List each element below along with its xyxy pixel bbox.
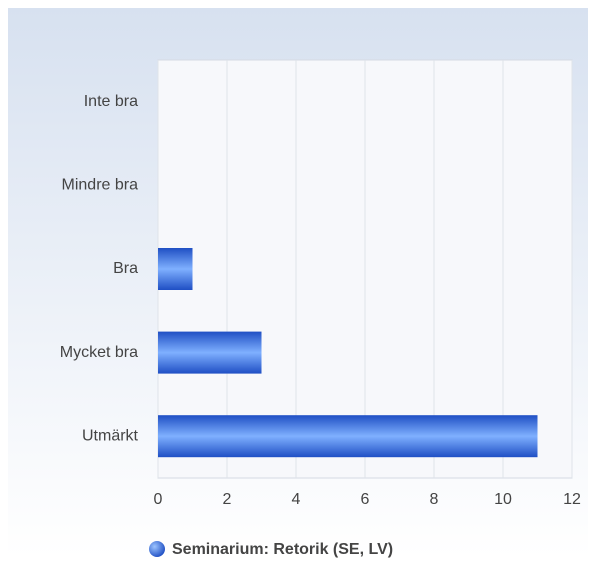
x-tick-label: 8	[430, 491, 439, 508]
x-tick-label: 0	[154, 491, 163, 508]
x-tick-label: 12	[563, 491, 581, 508]
bar	[158, 331, 262, 374]
y-tick-label: Mycket bra	[60, 344, 138, 361]
x-tick-label: 2	[223, 491, 232, 508]
y-tick-label: Bra	[113, 260, 138, 277]
x-tick-label: 6	[361, 491, 370, 508]
legend-label: Seminarium: Retorik (SE, LV)	[172, 541, 393, 558]
legend-marker	[149, 541, 165, 557]
y-tick-label: Utmärkt	[82, 427, 139, 444]
bar	[158, 415, 538, 458]
x-tick-label: 4	[292, 491, 301, 508]
bar	[158, 248, 193, 290]
x-tick-label: 10	[494, 491, 512, 508]
y-tick-label: Inte bra	[84, 93, 138, 110]
y-tick-label: Mindre bra	[62, 177, 139, 194]
